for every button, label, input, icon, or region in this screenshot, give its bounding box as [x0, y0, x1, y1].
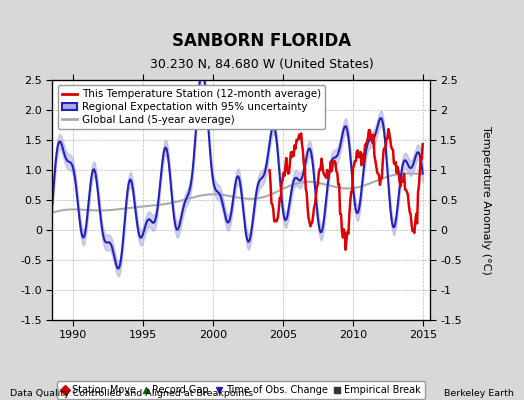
Text: SANBORN FLORIDA: SANBORN FLORIDA [172, 32, 352, 50]
Text: Data Quality Controlled and Aligned at Breakpoints: Data Quality Controlled and Aligned at B… [10, 389, 254, 398]
Text: 30.230 N, 84.680 W (United States): 30.230 N, 84.680 W (United States) [150, 58, 374, 71]
Legend: Station Move, Record Gap, Time of Obs. Change, Empirical Break: Station Move, Record Gap, Time of Obs. C… [58, 381, 424, 399]
Text: Berkeley Earth: Berkeley Earth [444, 389, 514, 398]
Y-axis label: Temperature Anomaly (°C): Temperature Anomaly (°C) [481, 126, 491, 274]
